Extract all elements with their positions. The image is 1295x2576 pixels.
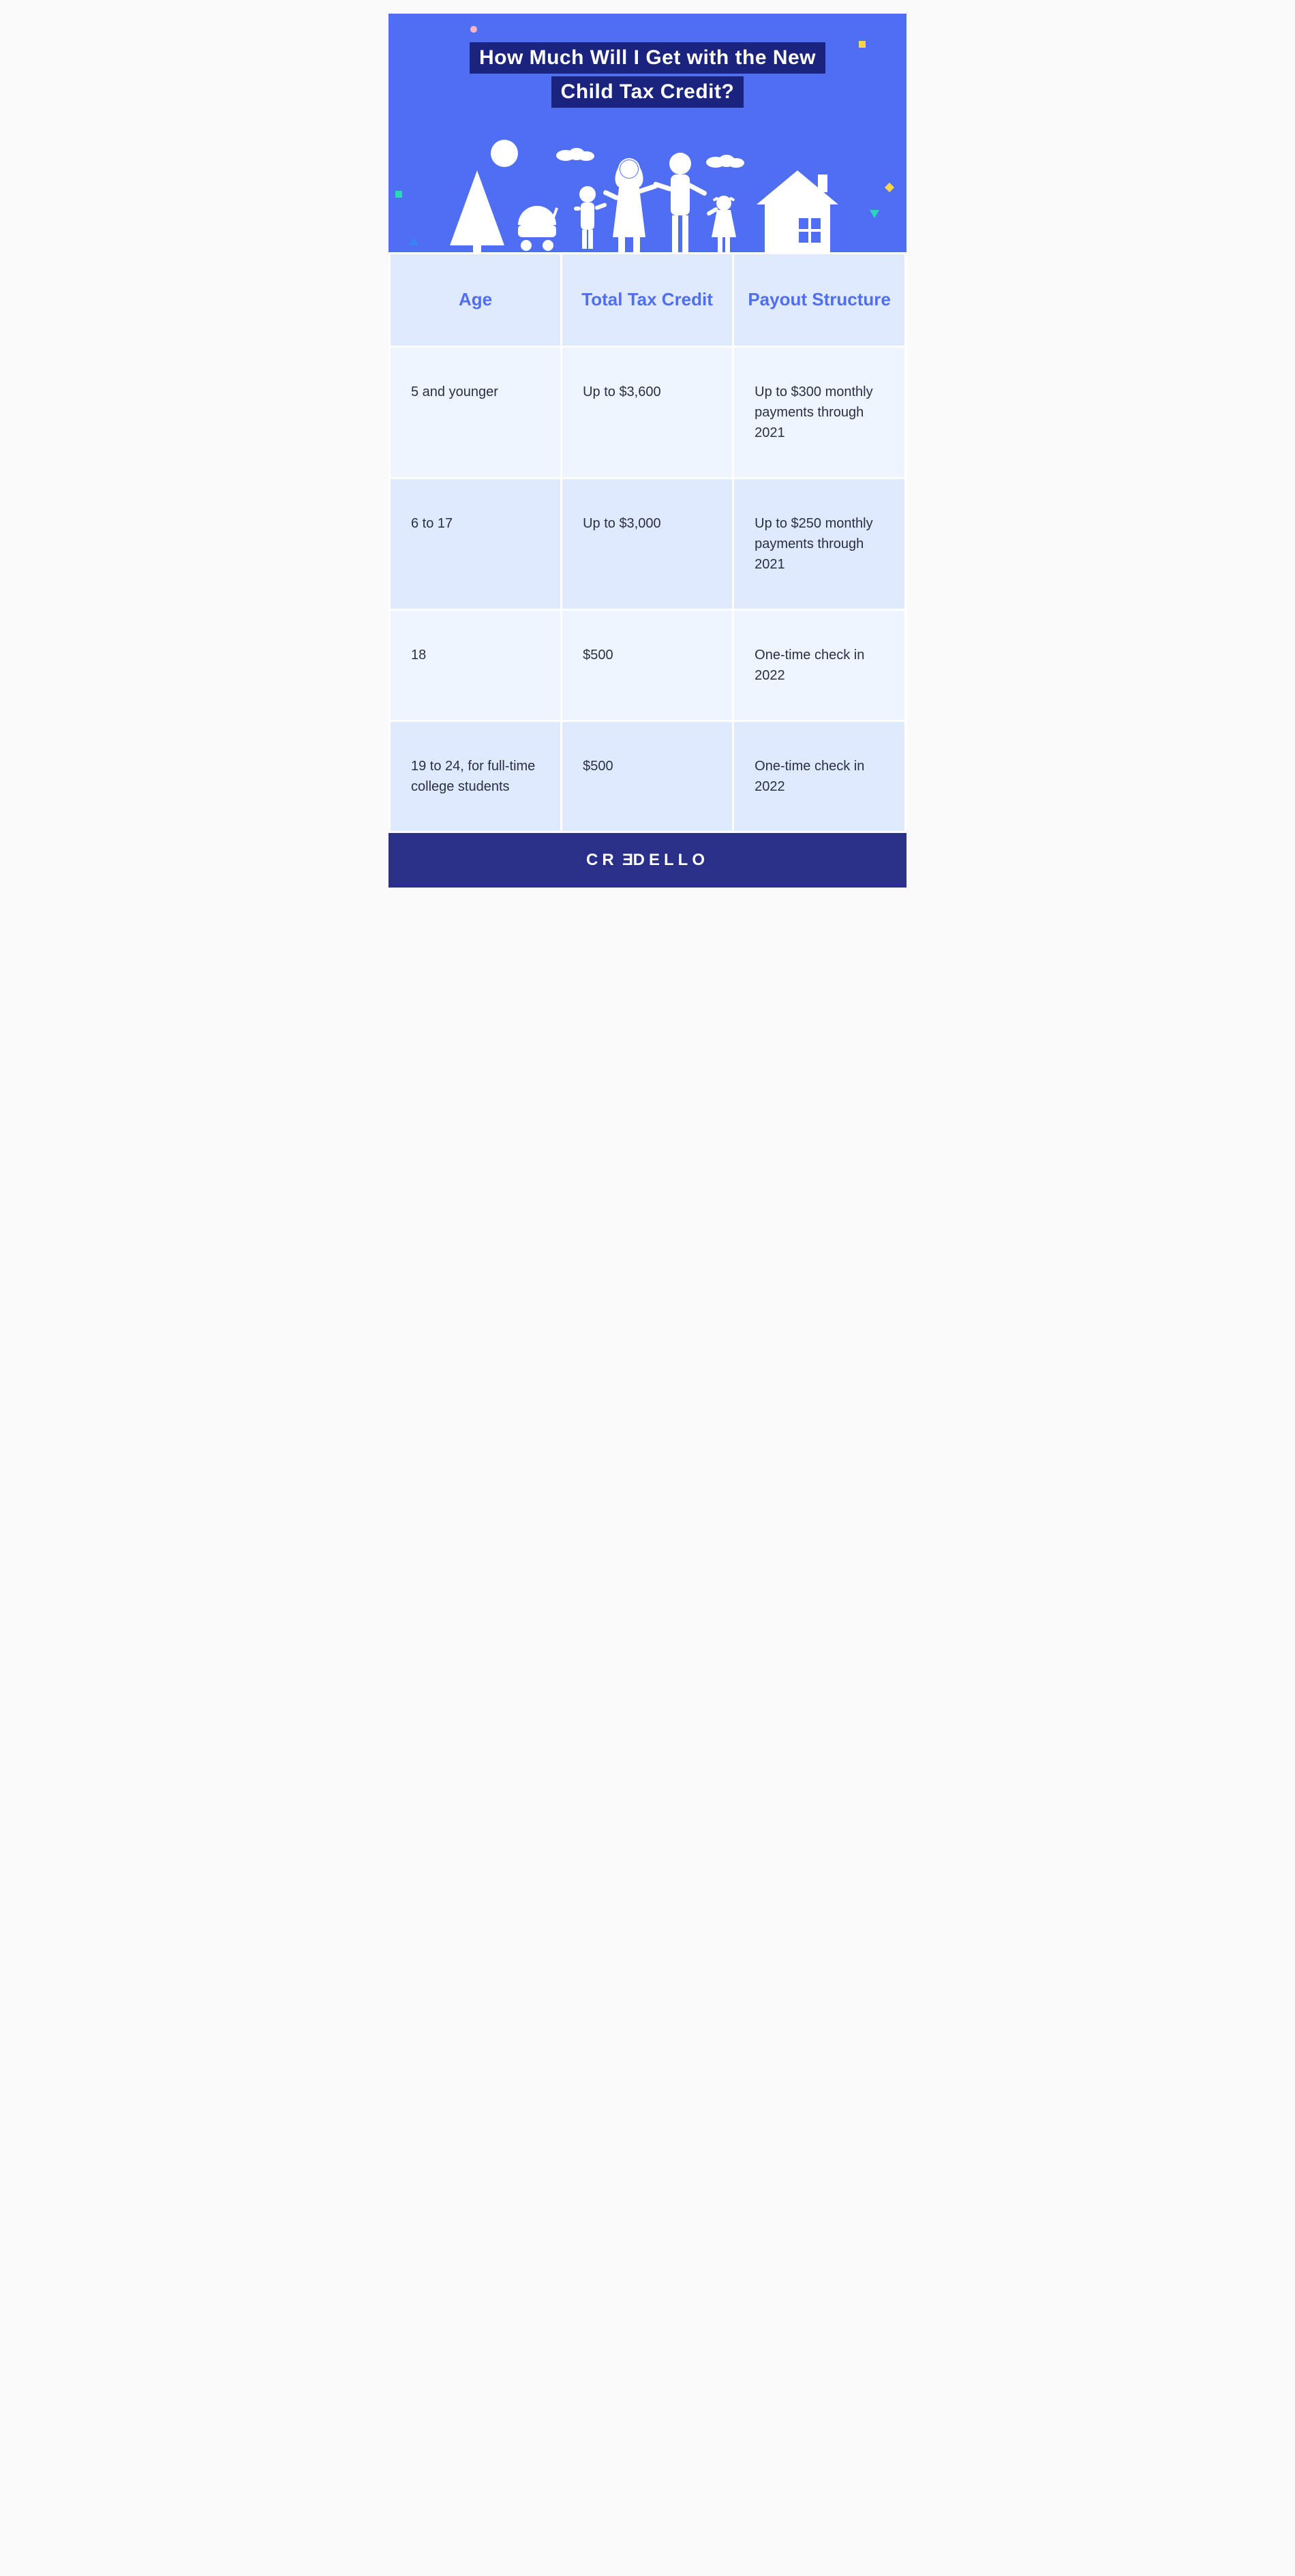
table-cell: 6 to 17	[390, 478, 562, 609]
table-cell: Up to $3,000	[562, 478, 733, 609]
column-header: Age	[390, 254, 562, 347]
table-cell: $500	[562, 721, 733, 832]
table-cell: Up to $300 monthly payments through 2021	[733, 346, 906, 478]
tax-credit-table: AgeTotal Tax CreditPayout Structure 5 an…	[388, 252, 906, 833]
title-line-1: How Much Will I Get with the New	[470, 42, 825, 74]
table-cell: $500	[562, 609, 733, 721]
table-cell: One-time check in 2022	[733, 609, 906, 721]
brand-logo: CREDELLO	[586, 851, 709, 869]
title-line-2: Child Tax Credit?	[551, 76, 744, 108]
table-row: 19 to 24, for full-time college students…	[390, 721, 906, 832]
infographic-card: How Much Will I Get with the New Child T…	[388, 14, 906, 888]
table-cell: 5 and younger	[390, 346, 562, 478]
table-row: 6 to 17Up to $3,000Up to $250 monthly pa…	[390, 478, 906, 609]
table-row: 18$500One-time check in 2022	[390, 609, 906, 721]
hero-title: How Much Will I Get with the New Child T…	[470, 41, 825, 109]
table-body: 5 and youngerUp to $3,600Up to $300 mont…	[390, 346, 906, 832]
table-row: 5 and youngerUp to $3,600Up to $300 mont…	[390, 346, 906, 478]
table-cell: Up to $250 monthly payments through 2021	[733, 478, 906, 609]
table-cell: Up to $3,600	[562, 346, 733, 478]
column-header: Payout Structure	[733, 254, 906, 347]
confetti-square	[859, 41, 866, 48]
column-header: Total Tax Credit	[562, 254, 733, 347]
footer: CREDELLO	[388, 833, 906, 888]
table-cell: 19 to 24, for full-time college students	[390, 721, 562, 832]
family-illustration	[416, 130, 879, 252]
table-cell: One-time check in 2022	[733, 721, 906, 832]
hero-section: How Much Will I Get with the New Child T…	[388, 14, 906, 252]
confetti-square	[885, 183, 894, 192]
family-scene-icon	[429, 130, 866, 252]
confetti-square	[395, 191, 402, 198]
confetti-dot	[470, 26, 477, 33]
table-cell: 18	[390, 609, 562, 721]
table-header-row: AgeTotal Tax CreditPayout Structure	[390, 254, 906, 347]
